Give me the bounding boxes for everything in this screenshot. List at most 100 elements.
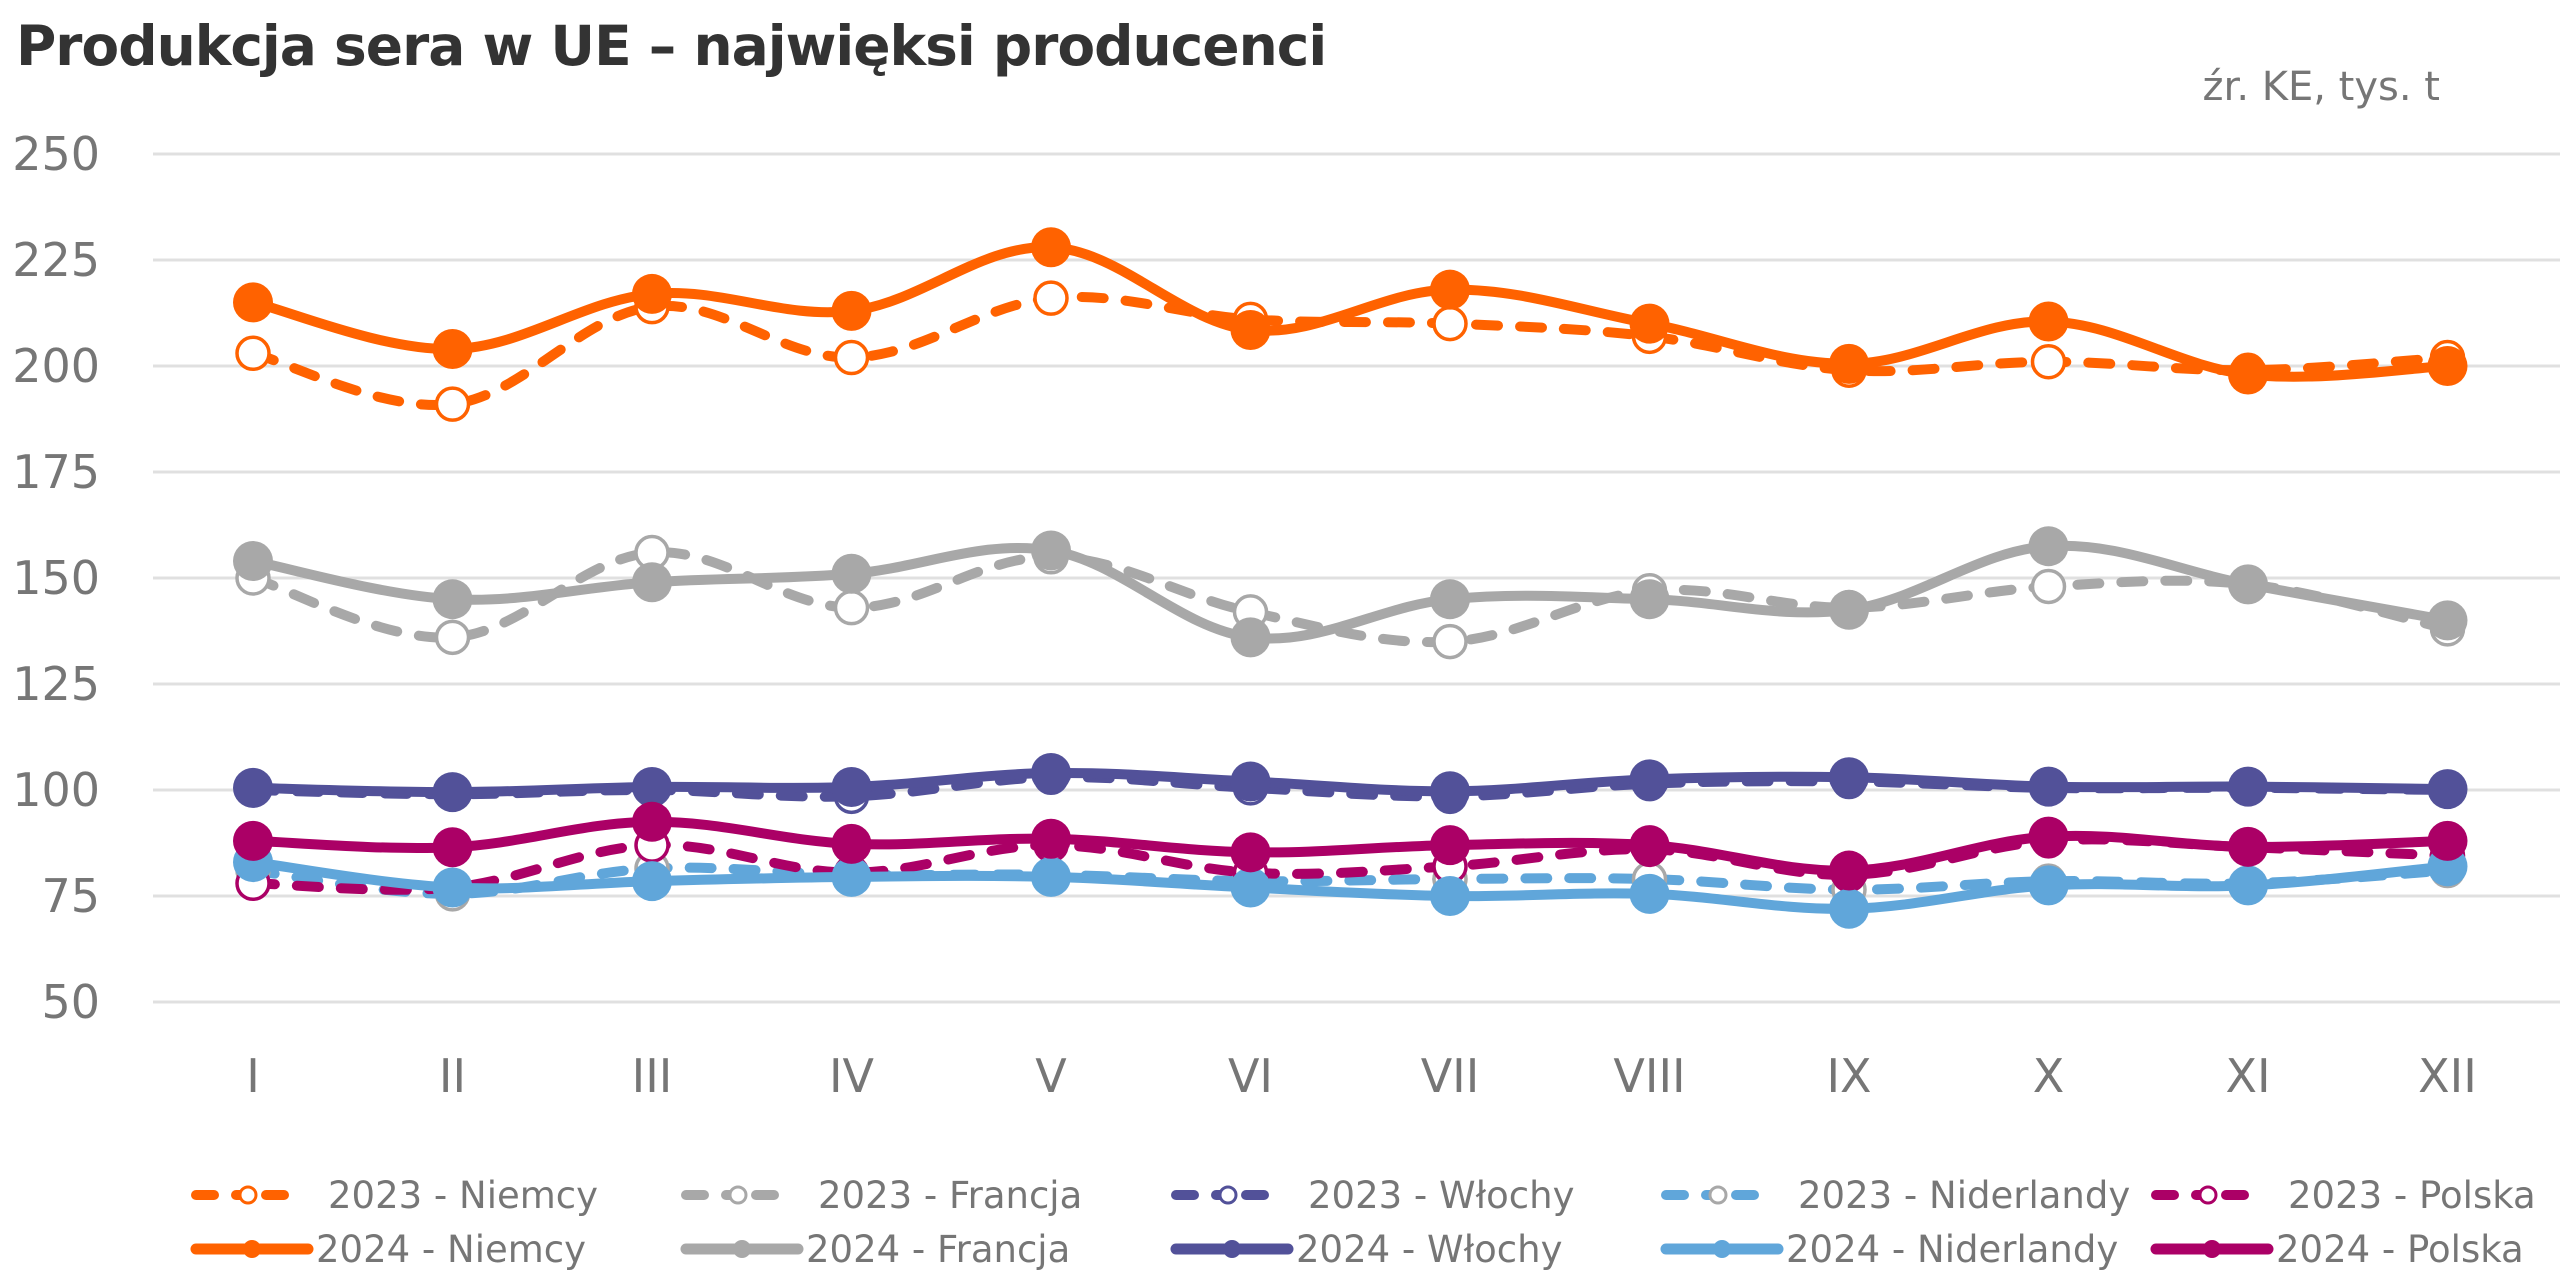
- data-point-2024-niemcy: [2028, 301, 2069, 342]
- x-tick-label: I: [246, 1049, 260, 1103]
- data-point-2024-niderlandy: [432, 867, 473, 908]
- data-point-2024-niemcy: [2427, 346, 2468, 386]
- y-tick-label: 175: [12, 445, 100, 499]
- data-point-2024-polska: [831, 823, 872, 864]
- series-line-2024-polska: [248, 816, 2453, 876]
- series-line-2023-francja: [248, 547, 2453, 648]
- x-tick-label: XI: [2225, 1049, 2270, 1103]
- data-point-2024-niderlandy: [1829, 888, 1869, 929]
- legend-label: 2023 - Niderlandy: [1798, 1174, 2130, 1217]
- legend-marker-icon: [1223, 1240, 1241, 1258]
- data-point-2023-francja: [1432, 623, 1468, 660]
- legend-label: 2023 - Niemcy: [328, 1174, 598, 1217]
- x-tick-label: VII: [1421, 1049, 1480, 1103]
- data-point-2024-francja: [1629, 579, 1670, 620]
- data-point-2024-francja: [831, 553, 872, 594]
- y-tick-label: 150: [12, 551, 100, 605]
- x-tick-label: VIII: [1613, 1049, 1685, 1103]
- data-point-2024-wlochy: [1230, 761, 1271, 802]
- data-point-2024-polska: [2228, 826, 2268, 867]
- data-point-2024-niemcy: [632, 273, 672, 314]
- data-point-2024-niderlandy: [632, 861, 672, 902]
- legend-item-2023-niderlandy: 2023 - Niderlandy: [1661, 1174, 2130, 1217]
- data-point-2024-niderlandy: [1230, 867, 1271, 908]
- legend-item-2024-francja: 2024 - Francja: [680, 1228, 1070, 1271]
- data-point-2024-francja: [1430, 579, 1470, 620]
- series-line-2024-wlochy: [248, 767, 2453, 798]
- data-point-2024-niemcy: [831, 290, 872, 331]
- data-point-2024-niderlandy: [1629, 873, 1670, 914]
- data-point-2023-niemcy: [235, 335, 271, 372]
- y-tick-label: 250: [12, 127, 100, 181]
- data-point-2024-niderlandy: [1031, 856, 1071, 897]
- legend-item-2024-niemcy: 2024 - Niemcy: [190, 1228, 586, 1271]
- legend-label: 2023 - Włochy: [1308, 1174, 1574, 1217]
- x-tick-label: IX: [1826, 1049, 1871, 1103]
- data-point-2024-niemcy: [1829, 343, 1869, 384]
- data-point-2024-francja: [233, 541, 273, 582]
- legend-marker-icon: [1713, 1240, 1731, 1258]
- series-line-2024-niderlandy: [248, 857, 2453, 914]
- data-point-2024-niemcy: [1629, 303, 1670, 344]
- data-point-2024-niemcy: [1031, 227, 1071, 268]
- legend-item-2024-polska: 2024 - Polska: [2150, 1228, 2524, 1271]
- data-point-2024-polska: [1031, 818, 1071, 859]
- legend-marker-icon: [243, 1240, 261, 1258]
- data-point-2024-niemcy: [2228, 354, 2268, 395]
- legend-marker-icon: [2203, 1240, 2221, 1258]
- legend-item-2024-niderlandy: 2024 - Niderlandy: [1660, 1228, 2118, 1271]
- x-tick-label: XII: [2418, 1049, 2477, 1103]
- data-point-2023-niemcy: [833, 339, 870, 376]
- data-point-2024-niderlandy: [2228, 865, 2268, 906]
- series-line-2024-francja: [248, 540, 2453, 644]
- data-point-2024-niemcy: [1230, 309, 1271, 350]
- legend-marker-icon: [728, 1185, 748, 1205]
- legend-marker-icon: [2198, 1185, 2218, 1205]
- legend-marker-icon: [238, 1185, 258, 1205]
- data-point-2024-polska: [233, 820, 273, 861]
- legend: 2023 - Niemcy 2023 - Francja 2023 - Włochy…: [190, 1174, 2536, 1271]
- legend-marker-icon: [733, 1240, 751, 1258]
- data-point-2024-wlochy: [1829, 757, 1869, 798]
- data-point-2024-polska: [1629, 825, 1670, 866]
- data-point-2023-niemcy: [1033, 280, 1069, 316]
- series-lines: [248, 242, 2453, 914]
- legend-item-2023-niemcy: 2023 - Niemcy: [191, 1174, 598, 1217]
- chart-title: Produkcja sera w UE – najwięksi producen…: [16, 14, 1327, 78]
- chart-source-note: źr. KE, tys. t: [2202, 64, 2440, 110]
- legend-label: 2024 - Polska: [2276, 1228, 2524, 1271]
- data-point-2023-niemcy: [1432, 305, 1468, 342]
- y-axis-ticks: 50 75 100 125 150 175 200 225 250: [12, 127, 100, 1029]
- data-point-2024-niderlandy: [831, 856, 872, 897]
- series-line-2024-niemcy: [248, 242, 2453, 382]
- data-point-2023-niemcy: [2030, 344, 2067, 380]
- data-point-2024-niemcy: [1430, 269, 1470, 310]
- data-point-2024-francja: [2427, 600, 2468, 641]
- data-point-2024-wlochy: [233, 767, 273, 808]
- data-point-2024-wlochy: [1629, 759, 1670, 800]
- data-point-2024-wlochy: [632, 767, 672, 808]
- data-point-2024-francja: [2028, 526, 2069, 567]
- data-point-2024-polska: [632, 801, 672, 842]
- data-point-2024-wlochy: [1430, 771, 1470, 812]
- legend-label: 2024 - Francja: [806, 1228, 1070, 1271]
- series-line-2023-niemcy: [248, 291, 2453, 411]
- data-point-2024-polska: [1430, 825, 1470, 866]
- data-point-2024-francja: [1230, 617, 1271, 658]
- y-tick-label: 75: [41, 869, 100, 923]
- legend-item-2023-wlochy: 2023 - Włochy: [1171, 1174, 1574, 1217]
- legend-marker-icon: [1708, 1185, 1728, 1205]
- series-markers: [233, 227, 2468, 929]
- y-tick-label: 125: [12, 657, 100, 711]
- legend-label: 2023 - Francja: [818, 1174, 1082, 1217]
- data-point-2024-wlochy: [2028, 766, 2069, 807]
- legend-item-2023-polska: 2023 - Polska: [2151, 1174, 2536, 1217]
- x-tick-label: V: [1035, 1049, 1067, 1103]
- data-point-2024-francja: [1829, 589, 1869, 630]
- data-point-2024-francja: [2228, 564, 2268, 605]
- data-point-2024-niemcy: [233, 282, 273, 323]
- data-point-2024-polska: [1829, 850, 1869, 891]
- legend-item-2023-francja: 2023 - Francja: [681, 1174, 1082, 1217]
- data-point-2024-polska: [2427, 820, 2468, 861]
